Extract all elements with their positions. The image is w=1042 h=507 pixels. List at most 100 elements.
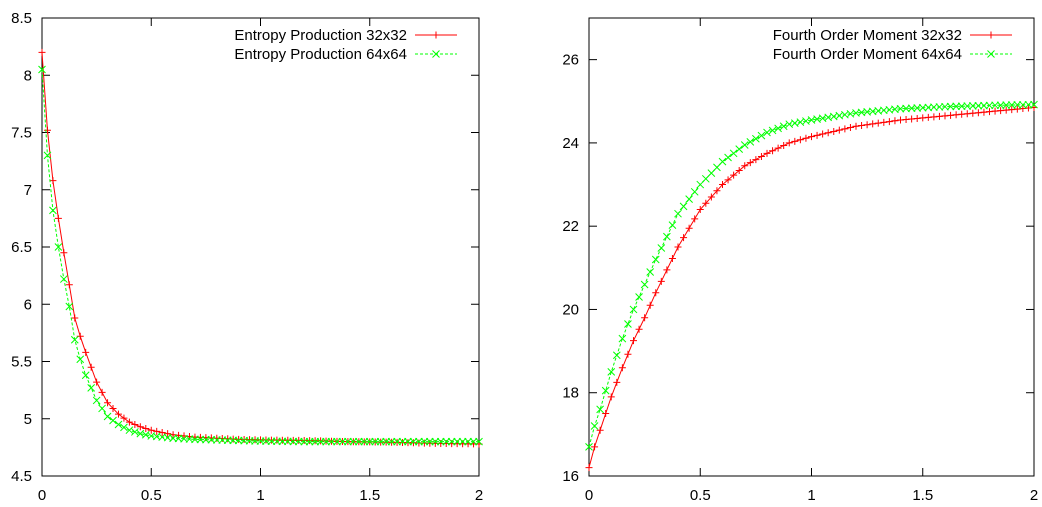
data-point bbox=[791, 137, 799, 145]
y-tick-label: 7 bbox=[24, 182, 32, 199]
x-tick-label: 1.5 bbox=[359, 487, 380, 504]
data-point bbox=[674, 243, 682, 251]
data-point bbox=[262, 437, 270, 446]
data-point bbox=[735, 145, 744, 154]
y-tick-label: 5.5 bbox=[11, 354, 32, 371]
data-point bbox=[730, 171, 738, 179]
data-point bbox=[996, 101, 1005, 110]
data-point bbox=[724, 153, 732, 162]
data-point bbox=[819, 130, 827, 138]
data-point bbox=[125, 426, 134, 435]
data-point bbox=[641, 314, 649, 322]
data-point bbox=[891, 117, 899, 125]
data-point bbox=[153, 427, 161, 435]
plot-frame bbox=[588, 17, 1035, 477]
x-tick-label: 0.5 bbox=[141, 487, 162, 504]
data-point bbox=[442, 437, 451, 446]
data-point bbox=[256, 437, 265, 445]
data-point bbox=[1024, 100, 1033, 109]
legend-label: Entropy Production 64x64 bbox=[234, 46, 407, 63]
data-point bbox=[38, 65, 46, 74]
data-point bbox=[629, 305, 638, 314]
series-entropy-production-64x64 bbox=[38, 65, 483, 446]
data-point bbox=[376, 437, 385, 446]
data-point bbox=[780, 142, 788, 150]
data-point bbox=[968, 102, 977, 110]
data-point bbox=[640, 280, 649, 289]
x-tick-label: 0 bbox=[585, 487, 593, 504]
data-point bbox=[997, 107, 1005, 115]
y-tick-label: 8.5 bbox=[11, 10, 32, 27]
data-point bbox=[963, 110, 971, 118]
x-tick-label: 1 bbox=[807, 487, 815, 504]
data-point bbox=[874, 119, 882, 127]
chart-panel-2: 0 0.5 1 1.5 2 16 18 20 22 24 26 Fourth Order Moment… bbox=[562, 17, 1038, 504]
data-point bbox=[757, 131, 766, 140]
data-point bbox=[371, 437, 380, 446]
data-point bbox=[707, 193, 715, 201]
data-point bbox=[657, 277, 665, 285]
data-point bbox=[668, 221, 677, 229]
data-point bbox=[436, 437, 445, 446]
data-point bbox=[679, 202, 688, 211]
data-point bbox=[757, 152, 765, 160]
data-point bbox=[65, 302, 74, 311]
data-point bbox=[404, 437, 412, 446]
data-point bbox=[1019, 100, 1027, 109]
data-point bbox=[824, 129, 832, 137]
data-point bbox=[835, 126, 843, 134]
data-point bbox=[646, 268, 655, 276]
data-point bbox=[630, 337, 637, 345]
data-point bbox=[601, 386, 610, 395]
data-point bbox=[1008, 106, 1016, 114]
legend: Fourth Order Moment 32x32 Fourth Order Mo… bbox=[773, 27, 1012, 63]
y-tick-label: 24 bbox=[562, 135, 579, 152]
data-point bbox=[808, 133, 815, 141]
y-tick-label: 4.5 bbox=[11, 468, 32, 485]
data-point bbox=[114, 410, 122, 418]
data-point bbox=[752, 156, 760, 164]
series-line bbox=[41, 52, 480, 445]
data-point bbox=[131, 420, 139, 428]
legend-label: Entropy Production 32x32 bbox=[234, 27, 407, 44]
data-point bbox=[741, 162, 749, 170]
data-point bbox=[327, 437, 336, 446]
data-point bbox=[796, 136, 804, 144]
data-point bbox=[453, 437, 462, 446]
data-point bbox=[980, 101, 988, 110]
legend-swatch-marker bbox=[987, 50, 995, 58]
data-point bbox=[602, 410, 610, 418]
data-point bbox=[946, 102, 955, 111]
data-point bbox=[267, 437, 276, 446]
data-point bbox=[746, 138, 755, 146]
data-point bbox=[991, 107, 999, 115]
data-point bbox=[114, 420, 123, 429]
data-point bbox=[740, 141, 749, 149]
x-tick-label: 2 bbox=[475, 487, 483, 504]
data-point bbox=[349, 437, 358, 446]
data-point bbox=[365, 437, 374, 446]
data-point bbox=[774, 124, 782, 133]
data-point bbox=[273, 437, 281, 446]
data-point bbox=[624, 320, 632, 328]
data-point bbox=[674, 209, 682, 218]
data-point bbox=[768, 126, 777, 135]
data-point bbox=[858, 121, 866, 129]
data-point bbox=[846, 124, 854, 132]
data-point bbox=[294, 437, 303, 446]
series-line bbox=[588, 104, 1035, 447]
data-point bbox=[680, 234, 688, 242]
data-point bbox=[612, 351, 621, 360]
data-point bbox=[475, 437, 483, 446]
data-point bbox=[360, 437, 369, 446]
chart-panel-1: 0 0.5 1 1.5 2 4.5 5 5.5 6 6.5 7 7.5 8 8.5 Entropy Prod… bbox=[11, 10, 483, 504]
data-point bbox=[952, 102, 960, 111]
data-point bbox=[120, 423, 128, 432]
data-point bbox=[382, 437, 390, 446]
series-entropy-production-32x32 bbox=[38, 48, 483, 448]
data-point bbox=[880, 118, 888, 126]
data-point bbox=[420, 437, 429, 446]
data-point bbox=[464, 437, 472, 446]
data-point bbox=[158, 428, 166, 436]
series-line bbox=[588, 107, 1035, 468]
